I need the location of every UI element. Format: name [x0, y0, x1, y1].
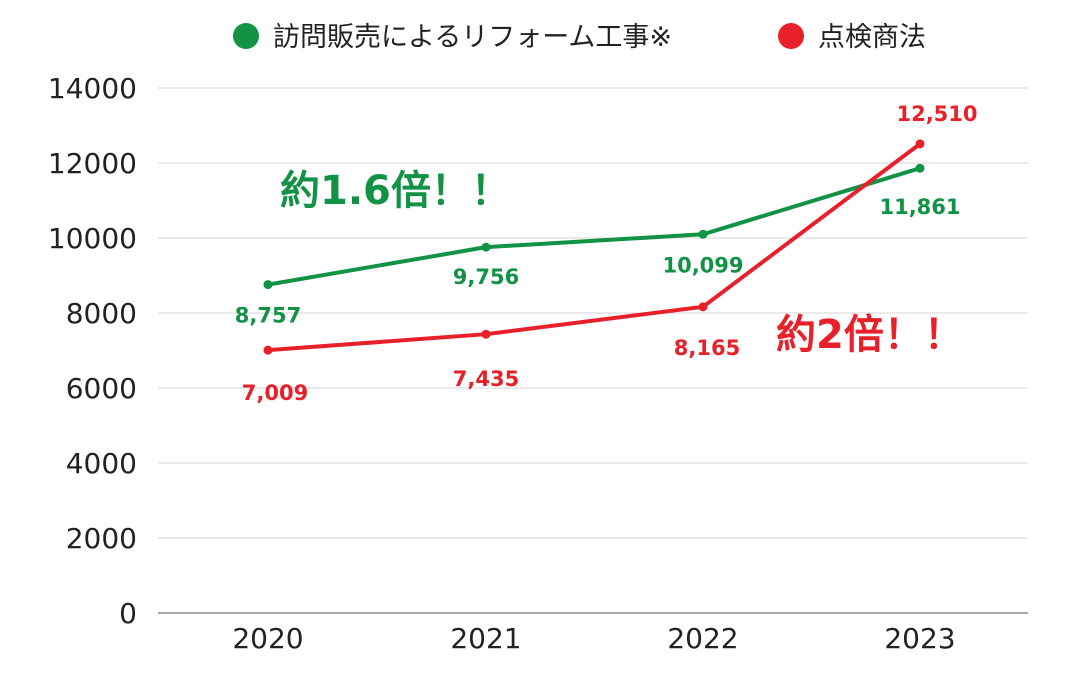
data-labels: 8,757 9,756 10,099 11,861 7,009 7,435 8,165 12,…	[235, 102, 978, 405]
series-line-1	[266, 141, 922, 353]
y-axis: 0 2000 4000 6000 8000 10000 12000 14000	[48, 72, 137, 630]
series-1-point	[481, 329, 491, 339]
series-0-data-label: 8,757	[235, 304, 301, 328]
series-0-point	[263, 280, 273, 290]
legend-label-0: 訪問販売によるリフォーム工事※	[273, 22, 672, 53]
y-tick-label: 12000	[48, 147, 137, 180]
y-tick-label: 6000	[66, 372, 137, 405]
series-1-data-label: 8,165	[674, 336, 740, 360]
grid-lines	[158, 87, 1028, 614]
legend-label-1: 点検商法	[818, 22, 926, 53]
y-tick-label: 2000	[66, 522, 137, 555]
y-tick-label: 10000	[48, 222, 137, 255]
legend-swatch-1	[778, 23, 804, 49]
legend: 訪問販売によるリフォーム工事※ 点検商法	[233, 22, 926, 53]
series-layer	[263, 139, 925, 355]
x-tick-label: 2022	[667, 622, 738, 655]
x-tick-label: 2023	[884, 622, 955, 655]
series-1-point	[263, 345, 273, 355]
series-0-data-label: 11,861	[879, 195, 960, 219]
x-tick-label: 2020	[232, 622, 303, 655]
annotation-green: 約1.6倍！！	[280, 168, 511, 214]
y-tick-label: 8000	[66, 297, 137, 330]
series-0-point	[481, 242, 491, 252]
y-tick-label: 14000	[48, 72, 137, 105]
series-1-data-label: 7,009	[242, 381, 308, 405]
series-line-0	[266, 166, 922, 287]
x-axis: 2020 2021 2022 2023	[232, 622, 955, 655]
series-1-point	[915, 139, 925, 149]
series-0-point	[915, 163, 925, 173]
legend-swatch-0	[233, 23, 259, 49]
y-tick-label: 0	[119, 597, 137, 630]
series-0-data-label: 10,099	[662, 253, 743, 277]
annotation-red: 約2倍！！	[776, 312, 964, 358]
series-1-data-label: 12,510	[896, 102, 977, 126]
series-0-data-label: 9,756	[453, 265, 519, 289]
series-1-data-label: 7,435	[453, 367, 519, 391]
y-tick-label: 4000	[66, 447, 137, 480]
series-0-point	[698, 229, 708, 239]
series-1-point	[698, 302, 708, 312]
x-tick-label: 2021	[450, 622, 521, 655]
